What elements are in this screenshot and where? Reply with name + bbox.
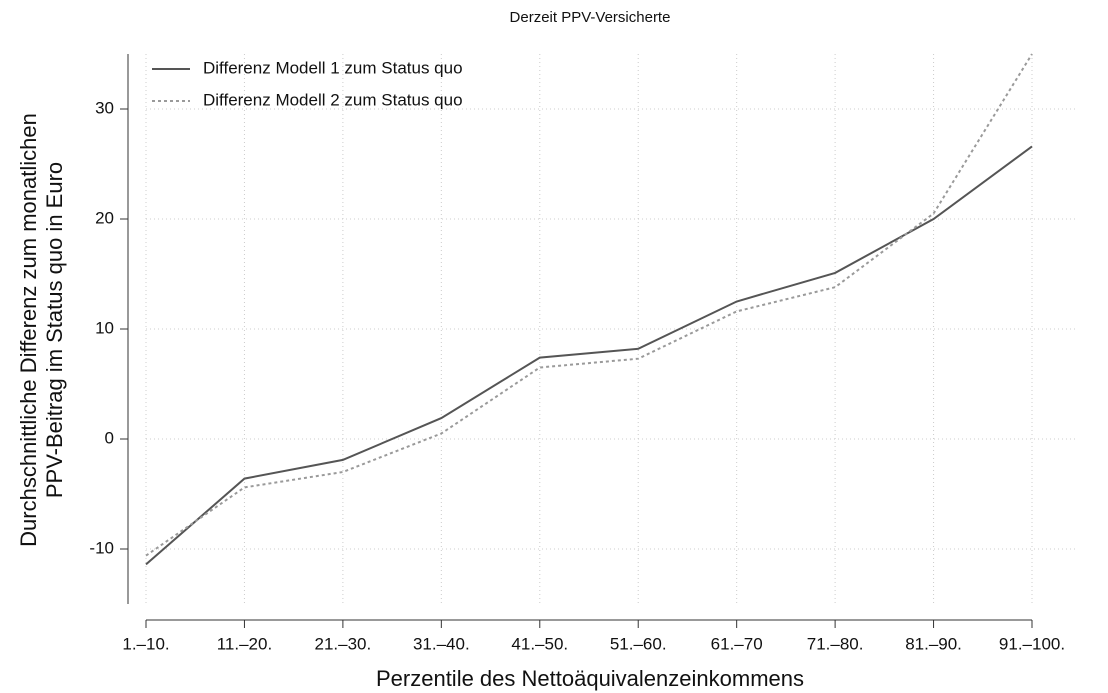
y-axis-label-line: PPV-Beitrag im Status quo in Euro xyxy=(42,162,67,498)
x-tick-label: 51.–60. xyxy=(610,634,667,653)
series-line xyxy=(145,145,1033,566)
x-tick-label: 31.–40. xyxy=(413,634,470,653)
x-tick-label: 1.–10. xyxy=(122,634,169,653)
x-tick-label: 41.–50. xyxy=(511,634,568,653)
x-axis-label: Perzentile des Nettoäquivalenzeinkommens xyxy=(376,666,804,691)
y-axis-label: Durchschnittliche Differenz zum monatlic… xyxy=(16,113,67,547)
series-line xyxy=(145,53,1033,557)
y-tick-label: 10 xyxy=(95,318,114,337)
y-tick-label: 30 xyxy=(95,98,114,117)
x-tick-label: 91.–100. xyxy=(999,634,1065,653)
x-tick-label: 81.–90. xyxy=(905,634,962,653)
chart-title: Derzeit PPV-Versicherte xyxy=(510,9,671,26)
legend-label: Differenz Modell 2 zum Status quo xyxy=(203,90,463,109)
x-tick-label: 11.–20. xyxy=(217,634,272,653)
y-tick-label: 0 xyxy=(105,428,114,447)
y-tick-label: 20 xyxy=(95,208,114,227)
legend-label: Differenz Modell 1 zum Status quo xyxy=(203,58,463,77)
x-tick-label: 61.–70 xyxy=(711,634,763,653)
x-tick-label: 71.–80. xyxy=(807,634,864,653)
y-tick-label: -10 xyxy=(89,538,114,557)
y-axis-label-line: Durchschnittliche Differenz zum monatlic… xyxy=(16,113,41,547)
x-tick-label: 21.–30. xyxy=(315,634,372,653)
